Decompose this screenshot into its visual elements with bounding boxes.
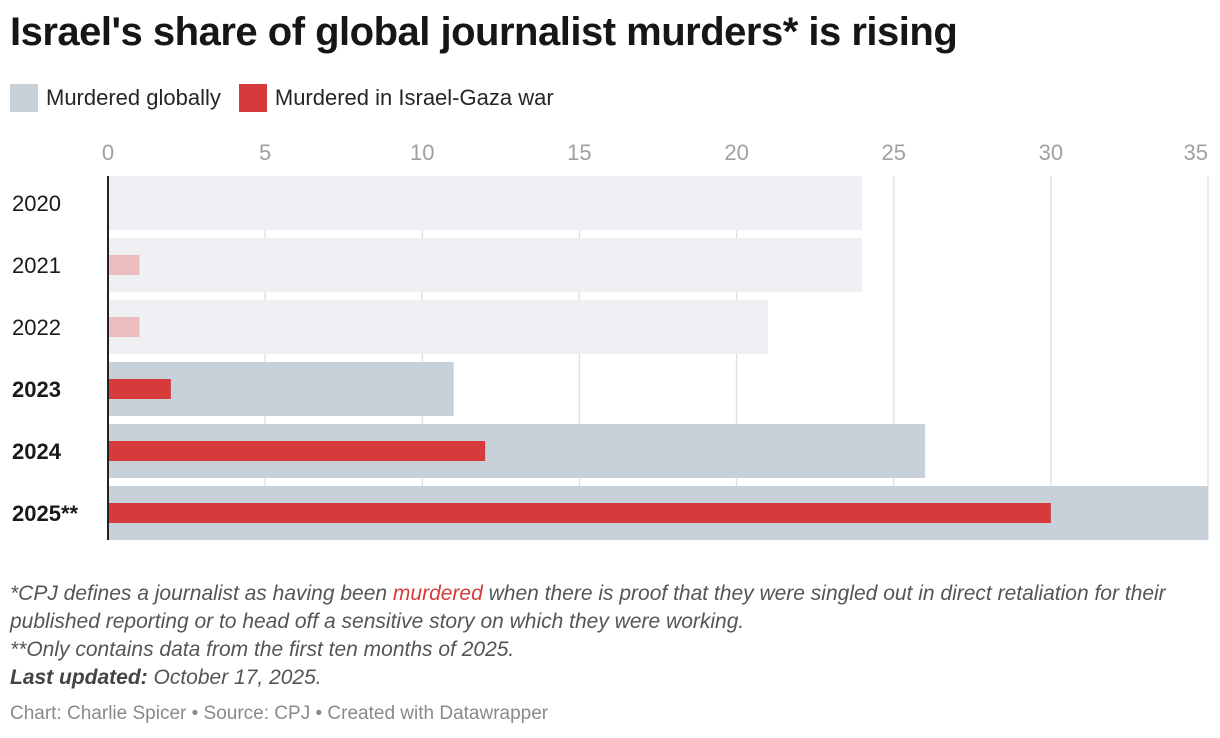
footnote-definition-start: *CPJ defines a journalist as having been (10, 582, 393, 605)
bar-global-2021 (108, 238, 863, 292)
footnotes: *CPJ defines a journalist as having been… (10, 580, 1200, 692)
footnote-2025-note: **Only contains data from the first ten … (10, 638, 515, 661)
bar-israel-gaza-2023 (108, 379, 171, 399)
category-label-2023: 2023 (12, 377, 61, 402)
bar-israel-gaza-2021 (108, 255, 140, 275)
category-label-2022: 2022 (12, 315, 61, 340)
legend-swatch-global (10, 84, 38, 112)
category-label-2025: 2025** (12, 501, 79, 526)
category-label-2020: 2020 (12, 191, 61, 216)
legend-label-israel-gaza: Murdered in Israel-Gaza war (274, 85, 554, 110)
legend-swatch-israel-gaza (238, 84, 267, 112)
legend: Murdered globally Murdered in Israel-Gaz… (10, 84, 572, 112)
bar-israel-gaza-2025 (108, 503, 1051, 523)
x-tick-label-15: 15 (567, 140, 591, 165)
footnote-murdered-link[interactable]: murdered (392, 582, 483, 605)
bar-global-2020 (108, 176, 863, 230)
legend-item-israel-gaza: Murdered in Israel-Gaza war (238, 84, 554, 112)
bar-israel-gaza-2024 (108, 441, 486, 461)
category-label-2024: 2024 (12, 439, 62, 464)
bar-israel-gaza-2022 (108, 317, 140, 337)
footnote-definition: *CPJ defines a journalist as having been… (10, 580, 1200, 636)
last-updated-value: October 17, 2025. (147, 666, 322, 689)
x-tick-label-35: 35 (1184, 140, 1208, 165)
x-tick-label-25: 25 (881, 140, 905, 165)
bar-chart: 0 5 10 15 20 25 30 35 2020 2021 2022 2023 2024 2025** (12, 140, 1209, 540)
x-tick-label-20: 20 (724, 140, 748, 165)
chart-title: Israel's share of global journalist murd… (10, 10, 958, 54)
category-label-2021: 2021 (12, 253, 61, 278)
chart-credit: Chart: Charlie Spicer • Source: CPJ • Cr… (10, 703, 549, 724)
last-updated-label: Last updated: (10, 666, 148, 689)
x-tick-label-0: 0 (102, 140, 114, 165)
legend-label-global: Murdered globally (46, 85, 221, 110)
x-tick-label-5: 5 (259, 140, 271, 165)
legend-item-global: Murdered globally (10, 84, 221, 112)
bar-global-2022 (108, 300, 768, 354)
last-updated: Last updated: October 17, 2025. (10, 664, 1200, 692)
footnote-definition-end: when there is proof that they were singl… (10, 582, 1166, 633)
x-tick-label-30: 30 (1039, 140, 1063, 165)
x-tick-label-10: 10 (410, 140, 434, 165)
